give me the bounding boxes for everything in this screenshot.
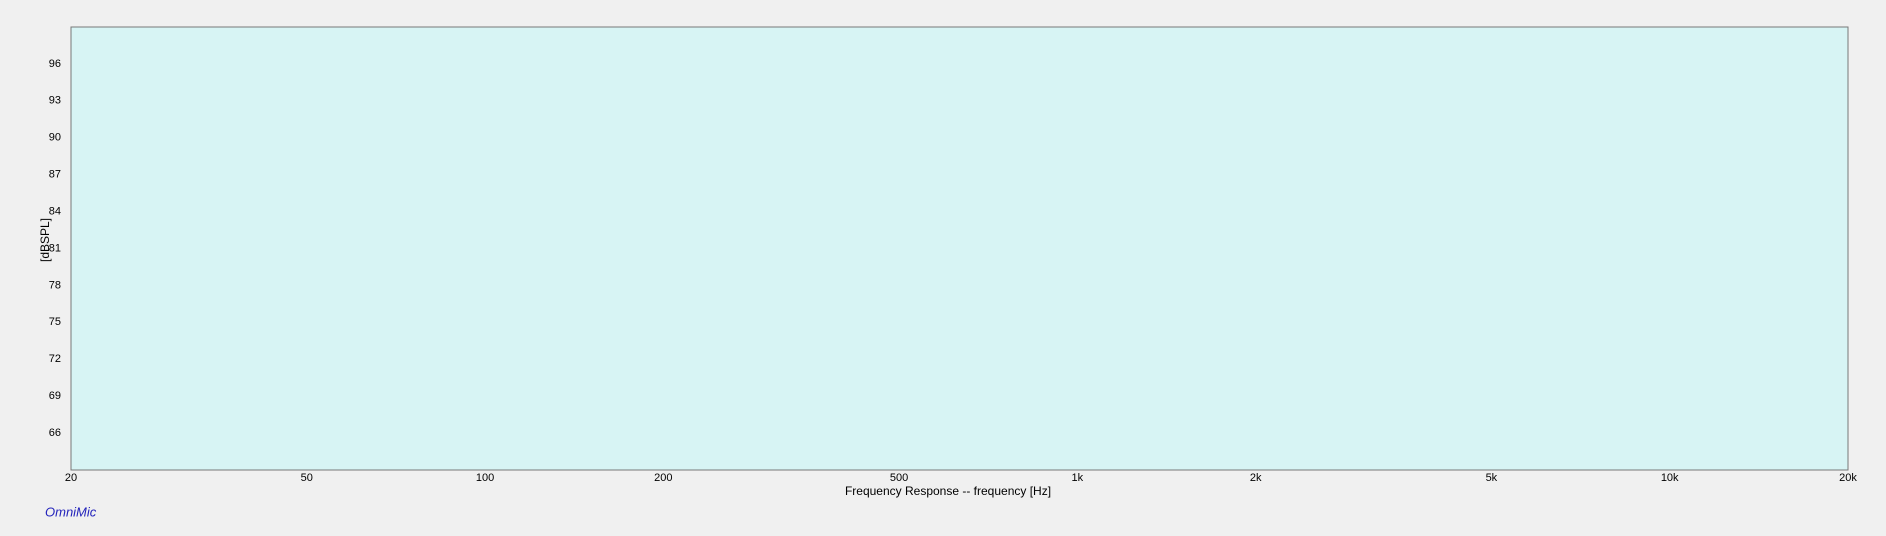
y-tick-label: 93 bbox=[49, 95, 61, 107]
x-axis-label: Frequency Response -- frequency [Hz] bbox=[845, 484, 1051, 498]
x-tick-label: 20k bbox=[1839, 472, 1857, 484]
x-tick-label: 5k bbox=[1486, 472, 1498, 484]
x-tick-label: 200 bbox=[654, 472, 672, 484]
y-axis-label: [dBSPL] bbox=[38, 218, 52, 262]
x-tick-label: 2k bbox=[1250, 472, 1262, 484]
watermark: OmniMic bbox=[45, 504, 97, 519]
x-tick-label: 1k bbox=[1072, 472, 1084, 484]
y-tick-label: 69 bbox=[49, 390, 61, 402]
x-tick-label: 20 bbox=[65, 472, 77, 484]
x-tick-label: 50 bbox=[301, 472, 313, 484]
plot-area bbox=[70, 26, 1849, 471]
y-tick-label: 72 bbox=[49, 353, 61, 365]
y-tick-label: 90 bbox=[49, 132, 61, 144]
x-tick-label: 10k bbox=[1661, 472, 1679, 484]
y-tick-label: 96 bbox=[49, 58, 61, 70]
x-tick-label: 500 bbox=[890, 472, 908, 484]
y-tick-label: 81 bbox=[49, 242, 61, 254]
y-tick-label: 84 bbox=[49, 205, 61, 217]
y-tick-label: 87 bbox=[49, 169, 61, 181]
y-tick-label: 66 bbox=[49, 427, 61, 439]
x-tick-label: 100 bbox=[476, 472, 494, 484]
y-tick-label: 75 bbox=[49, 316, 61, 328]
y-tick-label: 78 bbox=[49, 279, 61, 291]
